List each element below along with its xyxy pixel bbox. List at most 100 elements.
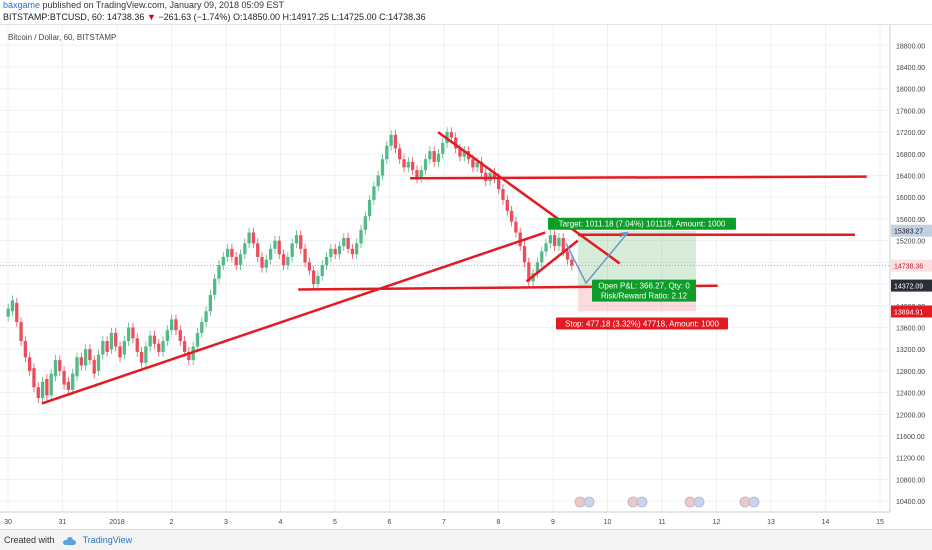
candle-body (471, 159, 475, 168)
x-tick-label: 31 (59, 519, 67, 526)
price-tag-last: 14738.36 (894, 264, 923, 271)
x-tick-label: 30 (4, 519, 12, 526)
candle-body (355, 243, 359, 255)
candle-body (126, 327, 131, 342)
author-link[interactable]: baxgame (3, 0, 41, 10)
symbol-line: BITSTAMP:BTCUSD, 60: 14738.36 ▼ −261.63 … (3, 12, 426, 22)
candle-body (75, 357, 79, 377)
y-tick-label: 12800.00 (896, 369, 925, 376)
candle-body (256, 243, 260, 257)
candle-body (152, 335, 157, 344)
event-flag-icon (574, 496, 586, 508)
candle-body (432, 151, 436, 162)
price-tag-entry-box (891, 279, 932, 292)
candle-body (346, 237, 350, 249)
candle-body (380, 159, 385, 176)
candle-body (333, 248, 337, 255)
y-tick-label: 18800.00 (896, 43, 925, 50)
candle-body (28, 357, 32, 371)
y-tick-label: 12400.00 (896, 391, 925, 398)
candle-body (53, 360, 58, 377)
candle-body (548, 235, 552, 244)
y-tick-label: 17600.00 (896, 108, 925, 115)
candle-body (376, 175, 380, 187)
y-tick-label: 11600.00 (896, 434, 925, 441)
candle-body (398, 148, 402, 160)
y-tick-label: 15200.00 (896, 239, 925, 246)
candle-body (522, 246, 527, 263)
candle-body (96, 354, 101, 371)
candle-body (174, 319, 178, 331)
x-tick-label: 9 (551, 519, 555, 526)
x-tick-label: 5 (333, 519, 337, 526)
candle-body (268, 248, 273, 260)
candle-body (454, 137, 458, 149)
y-tick-label: 12000.00 (896, 412, 925, 419)
candle-body (514, 221, 518, 233)
candle-body (535, 262, 540, 274)
candle-body (449, 132, 454, 138)
ohlc-values: O:14850.00 H:14917.25 L:14725.00 C:14738… (232, 12, 426, 22)
candle-body (527, 262, 531, 282)
event-flag-icon (583, 496, 595, 508)
x-tick-label: 15 (876, 519, 884, 526)
chart-area[interactable]: 18800.00 18400.00 18000.00 17600.00 17200.00… (0, 24, 932, 529)
candle-body (71, 373, 75, 390)
trend-line-descending-resistance (437, 131, 621, 265)
candle-body (221, 256, 225, 266)
candle-body (415, 170, 419, 179)
event-flag-icon (748, 496, 760, 508)
tradingview-logo-icon (63, 536, 77, 545)
y-tick-label: 13600.00 (896, 325, 925, 332)
trend-line-horizontal-resistance (410, 175, 867, 180)
y-tick-label: 18400.00 (896, 65, 925, 72)
candle-body (251, 232, 256, 244)
arrow-head-icon (618, 231, 629, 238)
candle-body (286, 256, 290, 266)
candle-body (139, 351, 144, 363)
tradingview-brand-link[interactable]: TradingView (82, 535, 133, 545)
publish-line: baxgame published on TradingView.com, Ja… (0, 0, 284, 11)
candle-body (423, 159, 428, 171)
candle-body (393, 134, 398, 149)
candle-body (316, 275, 320, 285)
x-tick-label: 2 (170, 519, 174, 526)
price-chart[interactable]: 18800.00 18400.00 18000.00 17600.00 17200.00… (0, 25, 932, 530)
pnl-label: Open P&L: 366.27, Qty: 0 (598, 282, 690, 291)
candle-body (243, 243, 247, 255)
y-tick-label: 17200.00 (896, 130, 925, 137)
candle-body (367, 199, 372, 217)
y-tick-label: 10800.00 (896, 477, 925, 484)
x-tick-label: 6 (388, 519, 392, 526)
candle-body (299, 235, 303, 249)
candle-body (187, 351, 191, 361)
event-flag-icon (636, 496, 648, 508)
x-tick-label: 7 (442, 519, 446, 526)
candle-body (105, 341, 109, 352)
y-tick-label: 10400.00 (896, 499, 925, 506)
x-tick-label: 14 (822, 519, 830, 526)
candle-body (303, 248, 307, 263)
candle-body (544, 243, 548, 252)
candle-body (501, 189, 505, 200)
chart-title: Bitcoin / Dollar, 60, BITSTAMP (8, 33, 117, 42)
candle-body (372, 186, 376, 200)
candle-body (170, 319, 174, 331)
candle-body (225, 248, 230, 257)
event-flag-icon (684, 496, 696, 508)
candle-body (290, 243, 294, 257)
candle-body (131, 327, 135, 339)
candle-body (337, 246, 342, 255)
candle-body (410, 161, 415, 171)
candle-body (359, 229, 363, 244)
candle-body (324, 256, 329, 266)
candle-body (234, 256, 238, 266)
change-arrow-icon: ▼ (146, 12, 156, 22)
candle-body (389, 134, 393, 146)
x-tick-label: 11 (658, 519, 665, 526)
candle-body (6, 308, 10, 317)
x-tick-label: 4 (279, 519, 283, 526)
candle-body (273, 240, 277, 249)
candle-body (294, 235, 299, 244)
candle-body (10, 300, 15, 312)
